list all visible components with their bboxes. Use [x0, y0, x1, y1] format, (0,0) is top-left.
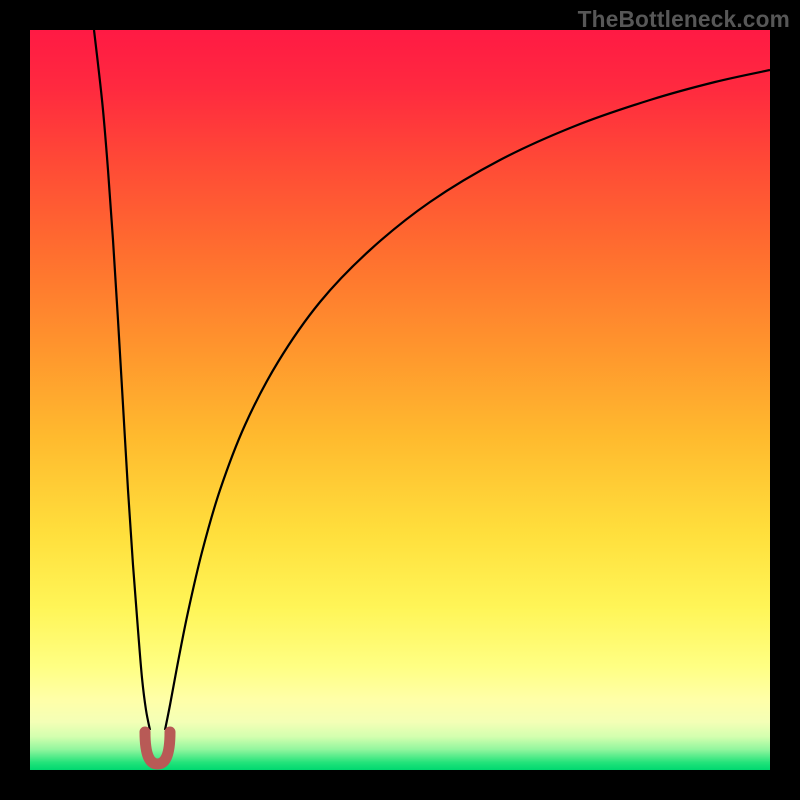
chart-root: TheBottleneck.com	[0, 0, 800, 800]
chart-svg	[0, 0, 800, 800]
